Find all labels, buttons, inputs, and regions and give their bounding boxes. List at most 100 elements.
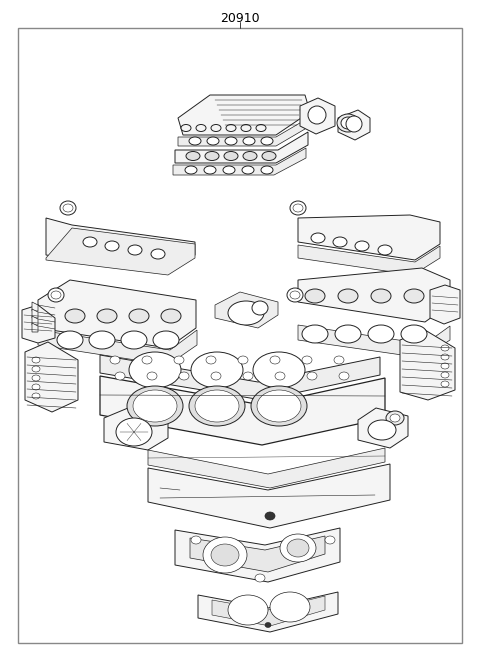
Ellipse shape xyxy=(251,386,307,426)
Ellipse shape xyxy=(116,418,152,446)
Ellipse shape xyxy=(341,117,355,129)
Ellipse shape xyxy=(325,536,335,544)
Ellipse shape xyxy=(253,352,305,388)
Polygon shape xyxy=(178,95,310,135)
Ellipse shape xyxy=(401,325,427,343)
Ellipse shape xyxy=(257,390,301,422)
Ellipse shape xyxy=(32,393,40,399)
Ellipse shape xyxy=(211,125,221,131)
Ellipse shape xyxy=(287,288,303,302)
Ellipse shape xyxy=(60,201,76,215)
Ellipse shape xyxy=(203,537,247,573)
Ellipse shape xyxy=(339,372,349,380)
Ellipse shape xyxy=(290,201,306,215)
Polygon shape xyxy=(198,592,338,632)
Ellipse shape xyxy=(335,325,361,343)
Ellipse shape xyxy=(293,204,303,212)
Ellipse shape xyxy=(83,237,97,247)
Ellipse shape xyxy=(228,301,264,325)
Ellipse shape xyxy=(302,356,312,364)
Polygon shape xyxy=(38,280,196,348)
Ellipse shape xyxy=(261,137,273,145)
Ellipse shape xyxy=(32,366,40,372)
Ellipse shape xyxy=(89,331,115,349)
Ellipse shape xyxy=(32,384,40,390)
Ellipse shape xyxy=(441,363,449,369)
Ellipse shape xyxy=(390,414,400,422)
Ellipse shape xyxy=(311,233,325,243)
Ellipse shape xyxy=(115,372,125,380)
Ellipse shape xyxy=(371,289,391,303)
Ellipse shape xyxy=(308,106,326,124)
Ellipse shape xyxy=(334,356,344,364)
Polygon shape xyxy=(148,448,385,488)
Ellipse shape xyxy=(287,539,309,557)
Ellipse shape xyxy=(280,534,316,562)
Polygon shape xyxy=(212,596,325,626)
Polygon shape xyxy=(32,309,38,318)
Ellipse shape xyxy=(378,245,392,255)
Ellipse shape xyxy=(333,237,347,247)
Ellipse shape xyxy=(224,152,238,161)
Polygon shape xyxy=(178,120,305,146)
Polygon shape xyxy=(100,355,380,400)
Polygon shape xyxy=(175,132,308,163)
Ellipse shape xyxy=(57,331,83,349)
Ellipse shape xyxy=(32,357,40,363)
Ellipse shape xyxy=(195,390,239,422)
Polygon shape xyxy=(400,330,455,400)
Ellipse shape xyxy=(386,411,404,425)
Polygon shape xyxy=(104,408,168,450)
Ellipse shape xyxy=(147,372,157,380)
Ellipse shape xyxy=(368,420,396,440)
Ellipse shape xyxy=(265,512,275,520)
Polygon shape xyxy=(300,98,335,134)
Ellipse shape xyxy=(243,152,257,161)
Polygon shape xyxy=(32,316,38,325)
Polygon shape xyxy=(298,215,440,260)
Ellipse shape xyxy=(355,241,369,251)
Ellipse shape xyxy=(255,574,265,582)
Ellipse shape xyxy=(127,386,183,426)
Polygon shape xyxy=(298,325,450,358)
Ellipse shape xyxy=(174,356,184,364)
Ellipse shape xyxy=(225,137,237,145)
Ellipse shape xyxy=(256,125,266,131)
Ellipse shape xyxy=(441,354,449,360)
Ellipse shape xyxy=(142,356,152,364)
Ellipse shape xyxy=(186,152,200,161)
Ellipse shape xyxy=(51,291,61,299)
Ellipse shape xyxy=(404,289,424,303)
Ellipse shape xyxy=(270,356,280,364)
Ellipse shape xyxy=(228,595,268,625)
Ellipse shape xyxy=(207,137,219,145)
Ellipse shape xyxy=(206,356,216,364)
Ellipse shape xyxy=(368,325,394,343)
Ellipse shape xyxy=(121,331,147,349)
Ellipse shape xyxy=(189,386,245,426)
Ellipse shape xyxy=(191,536,201,544)
Ellipse shape xyxy=(185,166,197,174)
Ellipse shape xyxy=(133,390,177,422)
Ellipse shape xyxy=(270,592,310,622)
Ellipse shape xyxy=(97,309,117,323)
Ellipse shape xyxy=(337,114,359,132)
Ellipse shape xyxy=(129,309,149,323)
Ellipse shape xyxy=(63,204,73,212)
Ellipse shape xyxy=(243,372,253,380)
Ellipse shape xyxy=(153,331,179,349)
Polygon shape xyxy=(175,528,340,582)
Polygon shape xyxy=(46,228,195,275)
Polygon shape xyxy=(173,148,306,175)
Ellipse shape xyxy=(243,137,255,145)
Ellipse shape xyxy=(105,241,119,251)
Polygon shape xyxy=(430,285,460,324)
Ellipse shape xyxy=(48,288,64,302)
Polygon shape xyxy=(46,218,195,272)
Ellipse shape xyxy=(204,166,216,174)
Ellipse shape xyxy=(161,309,181,323)
Ellipse shape xyxy=(226,125,236,131)
Ellipse shape xyxy=(262,152,276,161)
Ellipse shape xyxy=(238,356,248,364)
Ellipse shape xyxy=(265,623,271,628)
